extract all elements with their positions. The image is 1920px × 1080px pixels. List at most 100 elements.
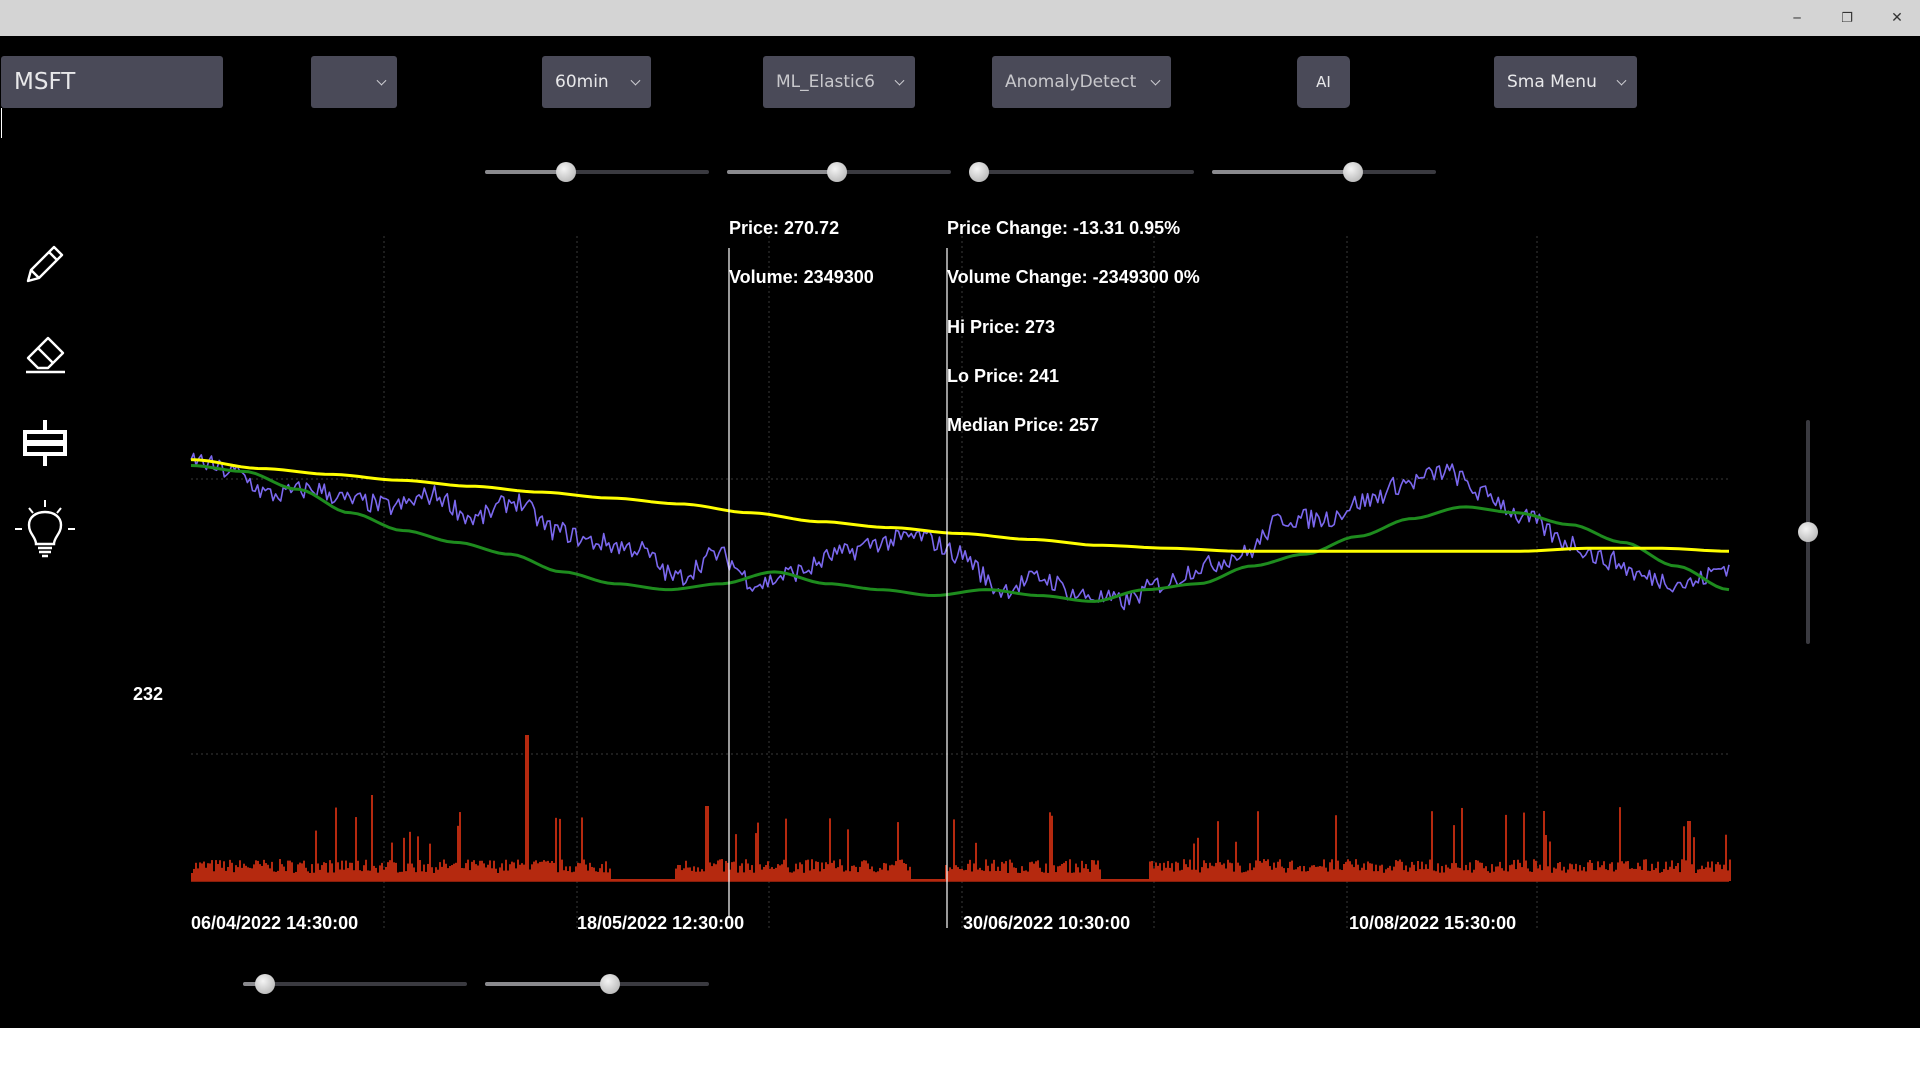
pencil-tool[interactable] [14,233,76,295]
volume-bar [259,864,261,881]
volume-bar [1101,879,1103,881]
volume-bar [1181,869,1183,881]
volume-bar [967,863,969,881]
volume-bar [1281,866,1283,881]
volume-bar [1249,863,1251,881]
close-button[interactable]: ✕ [1872,0,1920,36]
top-slider-3[interactable] [968,162,1194,182]
volume-bar [1121,879,1123,881]
volume-bar [717,860,719,881]
interval-dropdown[interactable]: 60min [542,56,651,108]
volume-bar [1363,863,1365,881]
ai-button[interactable]: AI [1297,56,1350,108]
volume-bar [501,863,503,881]
volume-bar [475,864,477,881]
volume-bar [1197,837,1199,881]
volume-bar [639,879,641,881]
blank-dropdown[interactable] [311,56,397,108]
volume-bar [1635,868,1637,881]
volume-bar [1133,879,1135,881]
volume-bar [887,870,889,881]
volume-bar [1309,867,1311,881]
volume-bar [1577,871,1579,881]
volume-bar [1119,879,1121,881]
volume-bar [1079,872,1081,881]
volume-bar [1621,861,1623,881]
volume-bar [853,865,855,881]
volume-bar [1701,865,1703,881]
restore-button[interactable]: ❐ [1822,0,1872,36]
volume-bar [537,863,539,881]
model-dropdown[interactable]: ML_Elastic6 [763,56,915,108]
slider-thumb[interactable] [600,974,621,994]
bottom-slider-2[interactable] [485,974,709,994]
volume-bar [507,870,509,881]
volume-bar [1547,866,1549,881]
volume-bar [1075,863,1077,881]
volume-bar [991,863,993,881]
volume-bar [1085,864,1087,881]
volume-bar [1015,867,1017,881]
volume-bar [1467,870,1469,881]
volume-bar [1043,872,1045,881]
volume-bar [1681,859,1683,881]
volume-bar [1417,860,1419,881]
volume-bar [271,861,273,881]
volume-bar [1217,821,1219,881]
volume-bar [489,860,491,881]
slider-thumb[interactable] [555,162,576,182]
price-chart[interactable] [0,36,1920,1028]
volume-bar [1387,867,1389,881]
volume-bar [1623,863,1625,881]
volume-bar [491,868,493,881]
top-slider-1[interactable] [485,162,709,182]
volume-bar [653,879,655,881]
minimize-button[interactable]: ─ [1772,0,1822,36]
bottom-slider-1[interactable] [243,974,467,994]
volume-bar [1695,872,1697,881]
sma-menu-dropdown[interactable]: Sma Menu [1494,56,1637,108]
vertical-slider-thumb[interactable] [1798,522,1818,542]
pencil-icon [26,245,64,283]
top-slider-4[interactable] [1212,162,1436,182]
eraser-tool[interactable] [14,323,76,385]
volume-bar [1289,861,1291,881]
volume-bar [927,879,929,881]
volume-bar [423,864,425,881]
top-slider-2[interactable] [727,162,951,182]
slider-thumb[interactable] [826,162,847,182]
volume-bar [1699,869,1701,881]
volume-bar [923,879,925,881]
volume-bar [1263,859,1265,881]
symbol-input[interactable]: MSFT [1,56,223,108]
volume-bar [623,879,625,881]
volume-bar [1127,879,1129,881]
volume-bar [377,872,379,881]
volume-bar [1561,870,1563,881]
volume-bar [781,864,783,881]
volume-bar [497,872,499,881]
volume-bar [1403,870,1405,881]
volume-bar [479,860,481,881]
volume-bar [911,879,913,881]
volume-bar [621,879,623,881]
volume-bar [1031,861,1033,881]
detector-dropdown[interactable]: AnomalyDetect [992,56,1171,108]
slider-thumb[interactable] [968,162,989,182]
volume-bar [721,859,723,881]
volume-bar [1501,868,1503,881]
volume-bar [1633,868,1635,881]
volume-bar [1353,867,1355,881]
candlestick-tool[interactable] [14,412,76,474]
volume-bar [1053,865,1055,881]
volume-bar [1691,864,1693,881]
x-tick-label: 10/08/2022 15:30:00 [1349,913,1517,933]
lightbulb-tool[interactable] [14,499,76,561]
slider-thumb[interactable] [1343,162,1364,182]
slider-thumb[interactable] [255,974,276,994]
volume-bar [1605,869,1607,881]
volume-bar [321,865,323,881]
volume-bar [863,860,865,881]
volume-bar [215,860,217,881]
volume-bar [1135,879,1137,881]
